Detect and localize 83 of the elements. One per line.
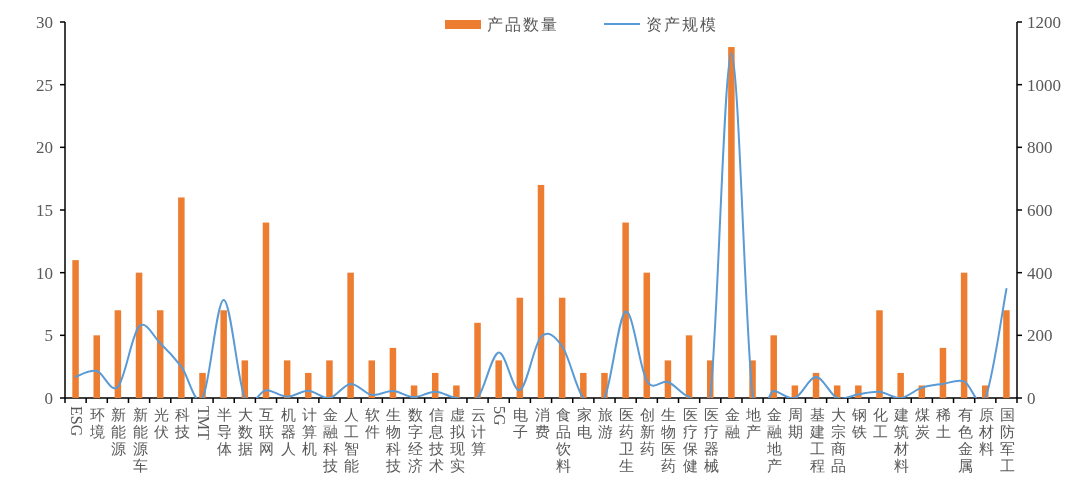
x-tick-label: 数字经济 [407, 407, 423, 474]
x-tick-label: 新能源 [111, 407, 127, 457]
x-tick-label: 软件 [365, 407, 381, 440]
bar [728, 47, 735, 398]
bar [72, 260, 79, 398]
y2-tick-label: 1000 [1027, 75, 1061, 95]
x-tick-label: 互联网 [259, 407, 275, 457]
x-tick-label: 新能源车 [132, 407, 148, 474]
x-tick-label: 人工智能 [344, 407, 360, 474]
x-tick-label: 有色金属 [957, 407, 973, 474]
bar [685, 335, 693, 398]
y-tick-label: 10 [36, 263, 53, 283]
x-tick-label: 地产 [745, 407, 762, 440]
bar [897, 372, 904, 398]
y2-tick-label: 0 [1027, 389, 1036, 408]
x-tick-label: 环境 [89, 407, 106, 440]
bar [580, 372, 587, 398]
x-tick-label: 金融科技 [321, 407, 338, 474]
y-tick-label: 20 [36, 138, 53, 158]
bar [622, 222, 629, 398]
x-tick-label: 煤炭 [915, 407, 931, 440]
x-tick-label: 创新药 [640, 407, 656, 457]
x-tick-label: 计算机 [301, 407, 317, 457]
x-tick-label: 大数据 [238, 407, 254, 457]
x-tick-label: 5G [491, 406, 509, 426]
y2-tick-label: 200 [1027, 326, 1053, 346]
bar [770, 335, 777, 398]
x-tick-label: 家电 [576, 407, 592, 440]
x-tick-label: 医药卫生 [619, 407, 635, 474]
y2-tick-label: 600 [1027, 201, 1053, 220]
x-tick-label: 食品饮料 [554, 407, 571, 474]
y2-tick-label: 800 [1027, 138, 1053, 158]
x-tick-label: 虚拟现实 [449, 407, 466, 474]
x-tick-label: 化工 [872, 407, 888, 440]
x-tick-label: 金融 地产 [766, 407, 783, 474]
x-tick-label: 钢铁 [850, 407, 867, 440]
x-tick-label: TMT [195, 406, 213, 440]
y2-tick-label: 400 [1027, 263, 1053, 283]
bar [876, 310, 883, 398]
x-tick-label: 医疗保健 [682, 407, 698, 474]
bar [326, 360, 333, 398]
x-tick-label: 稀土 [936, 407, 952, 440]
bar [960, 272, 968, 398]
y-tick-label: 15 [36, 201, 53, 220]
legend-label: 资产规模 [646, 16, 718, 33]
y2-tick-label: 1200 [1027, 13, 1061, 32]
x-tick-label: 电子 [513, 407, 529, 440]
bar [178, 197, 185, 398]
x-tick-label: 云计算 [471, 407, 487, 457]
bar [220, 310, 227, 398]
x-tick-label: 原材料 [977, 407, 994, 457]
x-tick-label: 生物医药 [661, 407, 677, 474]
x-tick-label: 大宗商品 [830, 407, 846, 474]
x-tick-label: 周期 [788, 407, 804, 440]
y-tick-label: 0 [44, 389, 53, 408]
y-tick-label: 30 [36, 13, 53, 32]
bar [93, 335, 100, 398]
bar [262, 222, 270, 398]
bar [495, 360, 502, 398]
bar [1003, 310, 1010, 398]
y-tick-label: 5 [44, 326, 53, 346]
x-tick-label: 医疗器械 [703, 407, 719, 474]
x-tick-label: 机器人 [280, 407, 296, 457]
bar [305, 372, 312, 398]
x-tick-label: 光伏 [153, 407, 169, 440]
legend-label: 产品数量 [487, 16, 559, 33]
y-tick-label: 25 [36, 75, 53, 95]
x-tick-label: 半导体 [217, 407, 233, 457]
x-tick-label: 建筑材料 [893, 407, 910, 474]
bar [474, 322, 481, 398]
bar [347, 272, 354, 398]
x-tick-label: 国防军工 [999, 407, 1015, 474]
x-tick-label: 科技 [173, 407, 190, 440]
x-tick-label: 基建工程 [808, 407, 825, 474]
x-tick-label: 信息技术 [427, 407, 444, 474]
bar [135, 272, 143, 398]
x-tick-label: 消费 [534, 407, 550, 440]
bar [537, 184, 545, 398]
bar [453, 385, 460, 398]
x-tick-label: ESG [68, 406, 86, 437]
x-tick-label: 旅游 [597, 407, 613, 440]
x-tick-label: 金融 [724, 407, 740, 440]
x-tick-label: 生物科技 [385, 407, 402, 474]
